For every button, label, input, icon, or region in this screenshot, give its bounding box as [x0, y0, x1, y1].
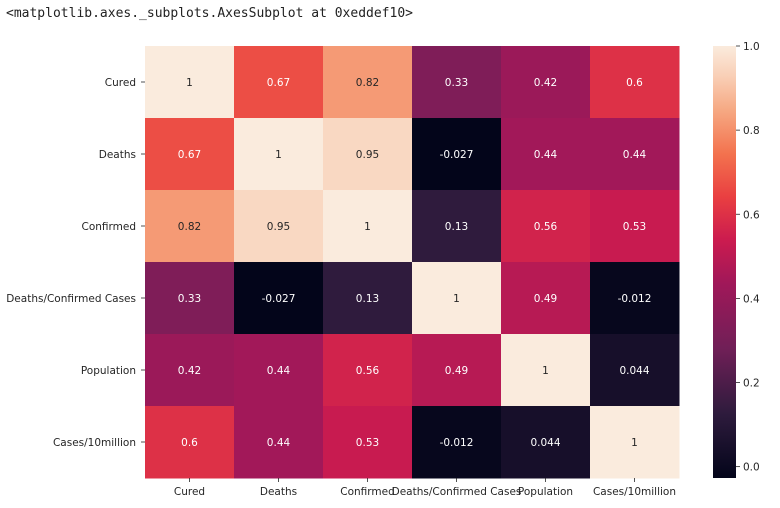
cell-annotation: 0.44 — [623, 149, 647, 161]
heatmap-cell — [590, 190, 680, 263]
column-label: Deaths/Confirmed Cases — [392, 486, 522, 498]
heatmap-cell — [412, 262, 502, 335]
cell-annotation: 0.95 — [267, 221, 290, 233]
column-label: Population — [518, 486, 573, 498]
heatmap-cell — [412, 334, 502, 407]
column-label: Cases/10million — [593, 486, 676, 498]
colorbar-gradient — [713, 46, 736, 478]
cell-annotation: 0.95 — [356, 149, 379, 161]
cell-annotation: -0.027 — [262, 293, 296, 305]
row-label: Deaths — [99, 149, 136, 161]
colorbar-tick-label: 0.2 — [743, 378, 760, 390]
cell-annotation: 0.67 — [267, 77, 290, 89]
heatmap-cell — [145, 334, 235, 407]
heatmap-cell — [501, 118, 591, 191]
heatmap-cell — [234, 334, 324, 407]
heatmap-cell — [145, 190, 235, 263]
heatmap-cell — [323, 190, 413, 263]
colorbar: 0.0 0.2 0.4 0.6 0.8 1.0 — [713, 41, 760, 478]
cell-annotation: 0.56 — [534, 221, 558, 233]
heatmap-cell — [234, 46, 324, 119]
cell-annotation: 0.6 — [626, 77, 643, 89]
cell-annotation: 0.33 — [178, 293, 201, 305]
heatmap-cell — [412, 118, 502, 191]
cell-annotation: 0.44 — [267, 365, 291, 377]
cell-annotation: 0.6 — [181, 437, 198, 449]
cell-annotation: 0.044 — [619, 365, 649, 377]
cell-annotation: 1 — [186, 77, 193, 89]
cell-annotation: 0.49 — [445, 365, 468, 377]
cell-annotation: -0.012 — [440, 437, 474, 449]
cell-annotation: 0.53 — [623, 221, 646, 233]
column-label: Deaths — [260, 486, 297, 498]
heatmap-cell — [323, 334, 413, 407]
heatmap-cell — [323, 46, 413, 119]
cell-annotation: 0.82 — [178, 221, 201, 233]
cell-annotation: 0.44 — [267, 437, 291, 449]
row-labels: Cured Deaths Confirmed Deaths/Confirmed Cas… — [6, 77, 145, 449]
heatmap-cell — [590, 334, 680, 407]
cell-annotation: 0.67 — [178, 149, 201, 161]
cell-annotations: 1 0.67 0.82 0.33 0.42 0.6 0.67 1 0.95 -0.027 0.44 0… — [178, 77, 652, 449]
heatmap-cell — [590, 118, 680, 191]
cell-annotation: 0.82 — [356, 77, 379, 89]
heatmap-cell — [234, 190, 324, 263]
heatmap-cell — [323, 118, 413, 191]
heatmap-cell — [234, 262, 324, 335]
cell-annotation: 0.42 — [178, 365, 201, 377]
row-label: Cured — [105, 77, 136, 89]
cell-annotation: 1 — [631, 437, 638, 449]
row-label: Cases/10million — [53, 437, 136, 449]
output-repr-text: <matplotlib.axes._subplots.AxesSubplot a… — [6, 6, 413, 21]
heatmap-cell — [412, 46, 502, 119]
heatmap-cell — [590, 406, 680, 479]
heatmap-cell — [234, 406, 324, 479]
cell-annotation: -0.027 — [440, 149, 474, 161]
heatmap-cell — [323, 406, 413, 479]
column-label: Confirmed — [340, 486, 395, 498]
cell-annotation: 0.13 — [356, 293, 379, 305]
cell-annotation: 1 — [542, 365, 549, 377]
cell-annotation: 0.44 — [534, 149, 558, 161]
row-label: Confirmed — [81, 221, 136, 233]
cell-annotation: 0.56 — [356, 365, 380, 377]
heatmap-cell — [145, 46, 235, 119]
cell-annotation: 0.13 — [445, 221, 468, 233]
cell-annotation: 1 — [364, 221, 371, 233]
cell-annotation: 0.49 — [534, 293, 557, 305]
heatmap-cell — [501, 406, 591, 479]
cell-annotation: 1 — [453, 293, 460, 305]
row-label: Deaths/Confirmed Cases — [6, 293, 136, 305]
heatmap-cell — [590, 262, 680, 335]
heatmap-cell — [234, 118, 324, 191]
heatmap-cell — [501, 190, 591, 263]
column-label: Cured — [174, 486, 205, 498]
cell-annotation: 0.33 — [445, 77, 468, 89]
colorbar-tick-label: 0.0 — [743, 462, 760, 474]
cell-annotation: 1 — [275, 149, 282, 161]
heatmap-cell — [501, 262, 591, 335]
cell-annotation: 0.53 — [356, 437, 379, 449]
heatmap-cell — [145, 406, 235, 479]
colorbar-tick-label: 1.0 — [743, 41, 760, 53]
heatmap-cell — [412, 190, 502, 263]
colorbar-tick-label: 0.8 — [743, 125, 760, 137]
heatmap-cell — [412, 406, 502, 479]
heatmap-cell — [590, 46, 680, 119]
heatmap-cell — [501, 46, 591, 119]
row-label: Population — [81, 365, 136, 377]
colorbar-tick-label: 0.6 — [743, 209, 760, 221]
colorbar-tick-label: 0.4 — [743, 293, 760, 305]
cell-annotation: 0.044 — [530, 437, 560, 449]
heatmap-cell — [145, 262, 235, 335]
heatmap-cell — [501, 334, 591, 407]
heatmap-cell — [145, 118, 235, 191]
cell-annotation: -0.012 — [618, 293, 652, 305]
cell-annotation: 0.42 — [534, 77, 557, 89]
heatmap-cell — [323, 262, 413, 335]
heatmap-cells — [145, 46, 680, 479]
